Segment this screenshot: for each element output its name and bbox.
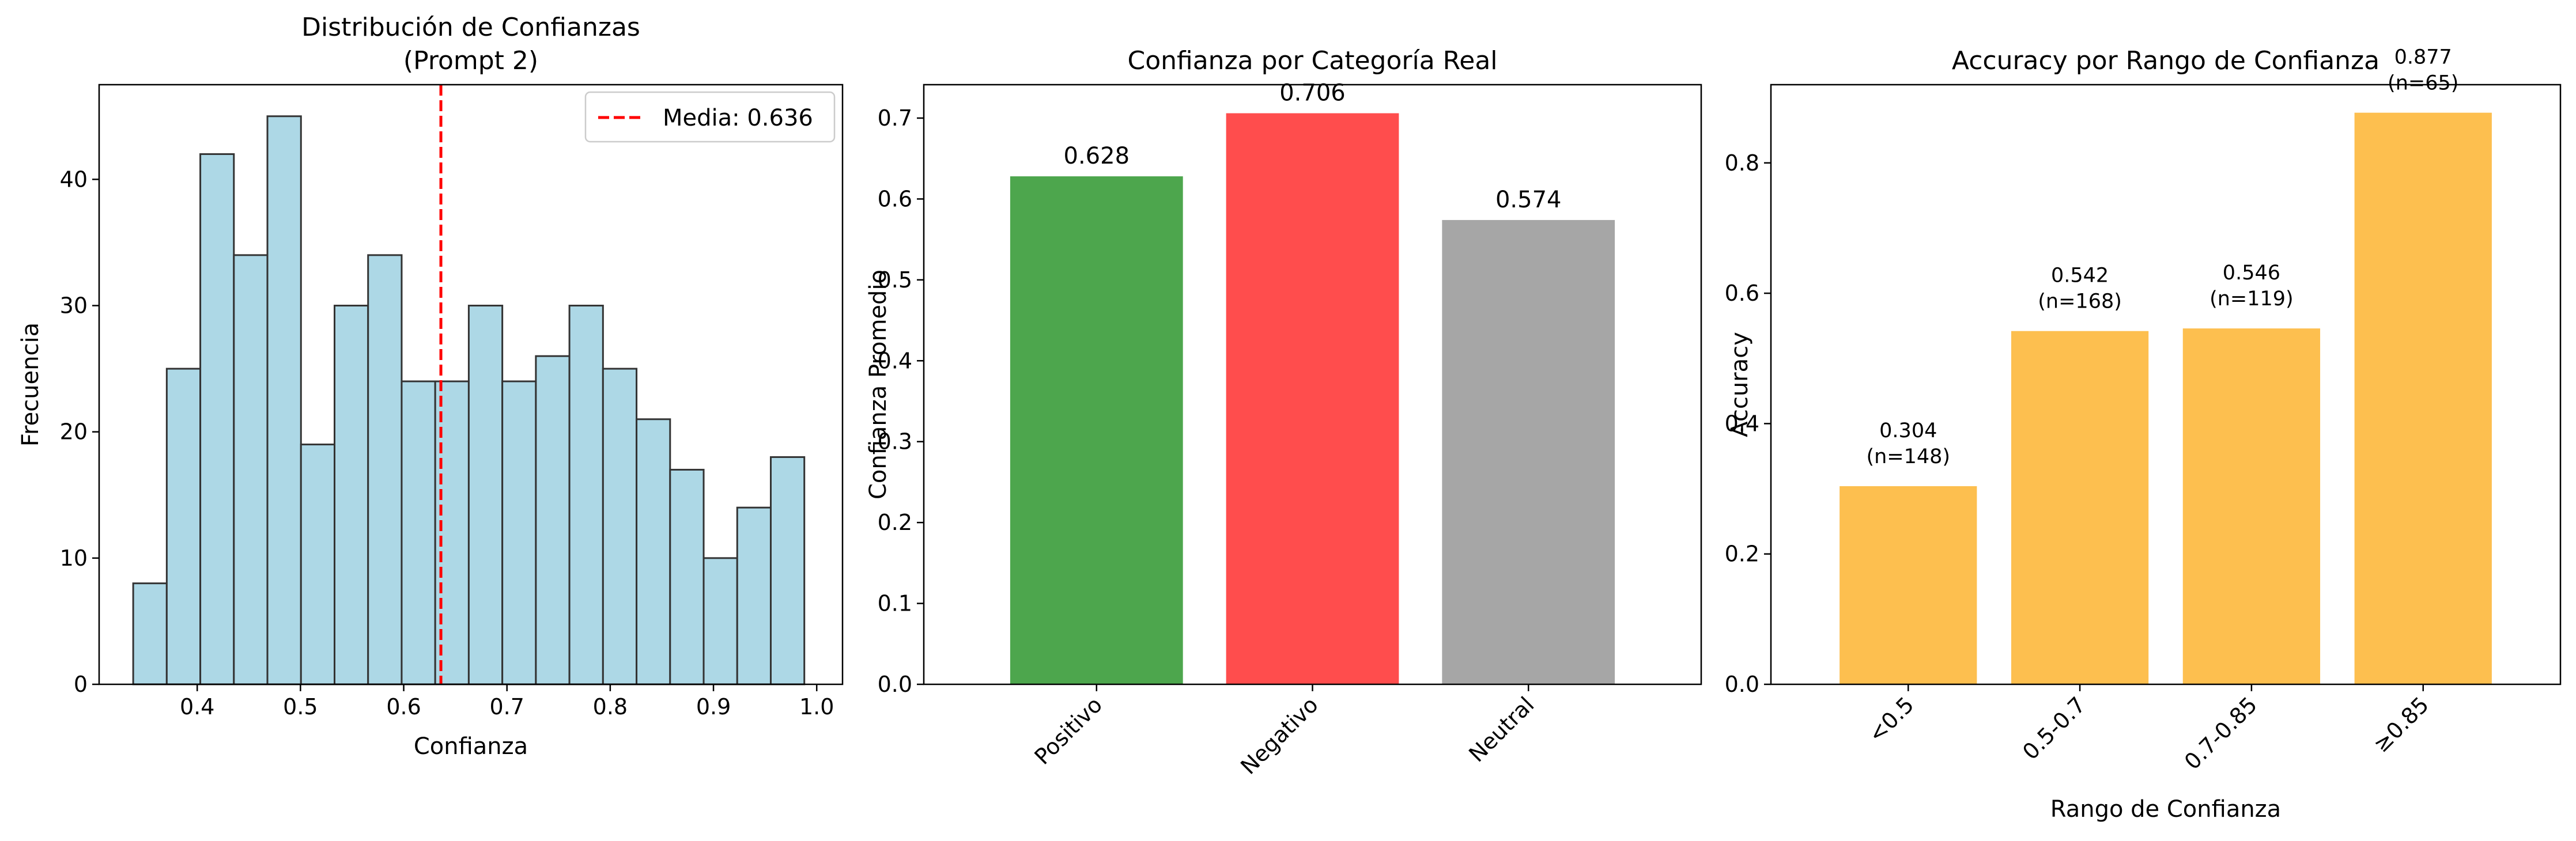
- legend-label: Media: 0.636: [663, 105, 813, 131]
- y-tick-label: 0.8: [1725, 150, 1759, 176]
- x-tick-label: 0.7: [489, 694, 524, 719]
- y-tick-label: 0.4: [1725, 411, 1759, 436]
- bar-value-label: 0.877: [2394, 46, 2452, 69]
- x-tick-label: Negativo: [1236, 692, 1323, 779]
- histogram-bar: [266, 115, 302, 685]
- bar-value-label: 0.628: [1064, 143, 1130, 169]
- y-tick-label: 0.0: [878, 672, 912, 697]
- bar-count-label: (n=65): [2388, 72, 2458, 95]
- legend-box: [584, 91, 836, 143]
- accuracy-bar-panel: 0.304 (n=148) 0.542 (n=168) 0.546(n=119) 0.87…: [1725, 46, 2562, 823]
- category-bar: [1010, 176, 1183, 684]
- y-tick-label: 0.0: [1725, 672, 1759, 697]
- y-tick-label: 0.2: [878, 510, 912, 535]
- chart-title: Confianza por Categoría Real: [1127, 46, 1497, 75]
- x-axis-label: Confianza: [414, 733, 528, 760]
- bar-value-label: 0.304: [1879, 419, 1937, 442]
- category-bar: [1226, 113, 1399, 685]
- histogram-bar: [233, 254, 269, 685]
- histogram-bar: [467, 305, 504, 685]
- histogram-panel: 0.4 0.5 0.6 0.7 0.8 0.9 1.0 0 10 20 30 40 Confianza F…: [17, 13, 844, 760]
- y-axis-label: Frecuencia: [17, 323, 44, 446]
- y-tick-label: 30: [60, 293, 88, 319]
- histogram-bar: [334, 305, 369, 685]
- x-tick-label: 0.5-0.7: [2018, 692, 2090, 764]
- bar-count-label: (n=148): [1866, 445, 1950, 468]
- histogram-bar: [702, 557, 738, 685]
- y-tick-label: 0: [74, 672, 88, 697]
- bar-value-label: 0.706: [1279, 80, 1346, 107]
- y-tick-label: 0.3: [878, 429, 912, 454]
- histogram-bar: [636, 418, 671, 685]
- bar-value-label: 0.546: [2223, 262, 2280, 285]
- bar-value-label: 0.574: [1495, 187, 1562, 213]
- histogram-bar: [535, 355, 571, 685]
- x-axis-label: Rango de Confianza: [2050, 796, 2281, 823]
- accuracy-bar: [1840, 486, 1977, 684]
- y-tick-label: 0.6: [878, 186, 912, 211]
- x-tick-label: 0.5: [283, 694, 318, 719]
- accuracy-bar: [2354, 112, 2492, 684]
- y-tick-label: 0.1: [878, 591, 912, 616]
- axes-frame: [1770, 84, 2562, 685]
- histogram-bar: [132, 582, 168, 685]
- x-tick-label: 0.7-0.85: [2180, 692, 2262, 774]
- y-tick-label: 0.2: [1725, 541, 1759, 567]
- x-tick-label: 1.0: [799, 694, 834, 719]
- x-tick-label: Neutral: [1464, 692, 1539, 767]
- axes-frame: [98, 84, 844, 685]
- x-tick-label: Positivo: [1030, 692, 1108, 770]
- accuracy-bar: [2182, 328, 2321, 684]
- histogram-bar: [367, 254, 403, 685]
- accuracy-bar: [2011, 331, 2149, 684]
- y-axis-label: Accuracy: [1727, 332, 1753, 437]
- histogram-bar: [199, 153, 235, 685]
- bar-count-label: (n=119): [2209, 287, 2294, 310]
- bar-count-label: (n=168): [2038, 290, 2122, 313]
- x-tick-label: 0.4: [180, 694, 214, 719]
- y-tick-label: 0.6: [1725, 281, 1759, 306]
- histogram-bar: [769, 456, 806, 685]
- histogram-bar: [602, 368, 638, 685]
- x-tick-label: 0.6: [386, 694, 421, 719]
- y-tick-label: 40: [60, 166, 88, 192]
- y-tick-label: 10: [60, 545, 88, 571]
- bar-value-label: 0.542: [2051, 264, 2109, 287]
- histogram-bar: [300, 444, 335, 685]
- histogram-bar: [165, 368, 202, 685]
- histogram-bar: [669, 468, 705, 685]
- histogram-bar: [736, 506, 772, 685]
- y-tick-label: 0.7: [878, 105, 912, 131]
- category-bar: [1442, 219, 1615, 684]
- y-axis-label: Confianza Promedio: [865, 270, 892, 499]
- histogram-bar: [501, 380, 537, 685]
- y-tick-label: 20: [60, 419, 88, 445]
- x-tick-label: 0.9: [696, 694, 731, 719]
- chart-title: Distribución de Confianzas: [301, 13, 640, 42]
- chart-title: (Prompt 2): [403, 46, 538, 75]
- chart-title: Accuracy por Rango de Confianza: [1952, 46, 2379, 75]
- x-tick-label: 0.8: [593, 694, 628, 719]
- category-bar-panel: 0.628 0.706 0.574 Positivo Negativo Neutral 0.…: [865, 46, 1702, 779]
- x-tick-label: <0.5: [1863, 692, 1918, 747]
- histogram-bar: [568, 305, 604, 685]
- x-tick-label: ≥0.85: [2369, 692, 2434, 757]
- y-tick-label: 0.4: [878, 348, 912, 373]
- y-tick-label: 0.5: [878, 267, 912, 293]
- histogram-bar: [401, 380, 436, 685]
